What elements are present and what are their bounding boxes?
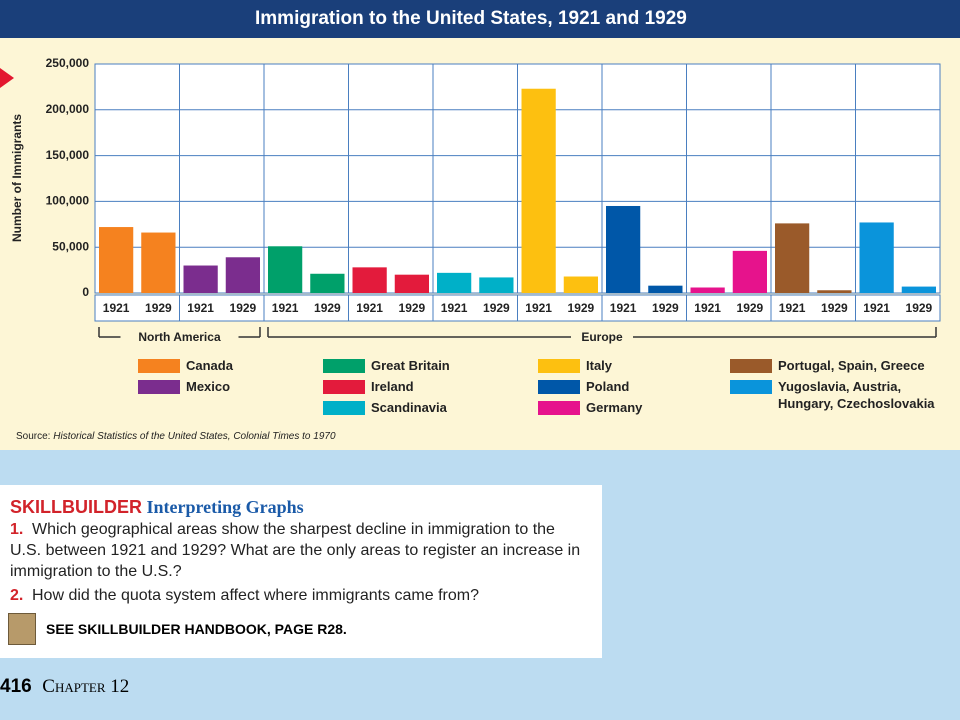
- bar: [606, 205, 641, 293]
- legend-label: Poland: [586, 379, 630, 394]
- legend-label: Ireland: [371, 379, 414, 394]
- x-tick-label: 1929: [314, 301, 341, 315]
- legend-label: Yugoslavia, Austria, Hungary, Czechoslov…: [778, 379, 935, 411]
- x-tick-label: 1921: [779, 301, 806, 315]
- book-icon: [8, 613, 36, 645]
- bar: [859, 222, 894, 293]
- x-tick-label: 1921: [103, 301, 130, 315]
- legend-swatch: [730, 359, 772, 373]
- bar: [648, 285, 683, 293]
- skillbuilder: SKILLBUILDER Interpreting Graphs 1. Which…: [0, 485, 602, 658]
- source-label: Source:: [16, 431, 51, 442]
- x-tick-label: 1929: [230, 301, 257, 315]
- legend-label: Great Britain: [371, 358, 450, 373]
- region-label-bg: [571, 329, 633, 345]
- handbook-ref: SEE SKILLBUILDER HANDBOOK, PAGE R28.: [46, 621, 347, 637]
- bar: [268, 246, 303, 293]
- bar: [479, 277, 514, 293]
- legend-label: Italy: [586, 358, 613, 373]
- bar: [690, 287, 725, 293]
- bar: [310, 273, 345, 293]
- question-text: How did the quota system affect where im…: [32, 587, 479, 604]
- skillbuilder-header: SKILLBUILDER Interpreting Graphs: [10, 497, 304, 518]
- x-tick-label: 1929: [483, 301, 510, 315]
- legend-label: Germany: [586, 400, 643, 415]
- bar: [817, 290, 852, 293]
- x-tick-label: 1929: [568, 301, 595, 315]
- bar: [901, 286, 936, 293]
- page-number: 416: [0, 676, 32, 697]
- bar: [352, 267, 387, 293]
- question-number: 2.: [10, 587, 24, 604]
- x-tick-label: 1929: [399, 301, 426, 315]
- legend-label: Portugal, Spain, Greece: [778, 358, 925, 373]
- legend-swatch: [538, 401, 580, 415]
- legend-swatch: [323, 401, 365, 415]
- x-tick-label: 1929: [652, 301, 679, 315]
- bar: [775, 223, 810, 293]
- marker: [0, 68, 14, 88]
- bar: [521, 88, 556, 294]
- chart: Number of Immigrants 0 50,000 100,000 150,0…: [0, 56, 941, 415]
- x-tick-label: 1929: [737, 301, 764, 315]
- bar: [99, 227, 134, 293]
- x-tick-label: 1929: [906, 301, 933, 315]
- legend-swatch: [323, 359, 365, 373]
- x-tick-label: 1921: [356, 301, 383, 315]
- legend-swatch: [538, 380, 580, 394]
- bar: [394, 274, 429, 293]
- y-tick-label: 100,000: [46, 194, 90, 208]
- question: 1. Which geographical areas show the shar…: [10, 519, 590, 582]
- legend-swatch: [323, 380, 365, 394]
- x-tick-label: 1921: [187, 301, 214, 315]
- legend-label: Scandinavia: [371, 400, 447, 415]
- skillbuilder-heading: SKILLBUILDER: [10, 497, 142, 517]
- legend-swatch: [138, 380, 180, 394]
- bar: [732, 250, 767, 293]
- legend-label: Mexico: [186, 379, 231, 394]
- bar: [225, 257, 260, 293]
- y-tick-label: 0: [82, 285, 89, 299]
- legend-label: Canada: [186, 358, 233, 373]
- bar: [437, 272, 472, 293]
- skillbuilder-subheading: Interpreting Graphs: [146, 497, 304, 517]
- x-tick-label: 1921: [272, 301, 299, 315]
- question-text: Which geographical areas show the sharpe…: [10, 521, 581, 580]
- legend-swatch: [138, 359, 180, 373]
- region-label: Europe: [581, 330, 623, 344]
- x-tick-label: 1921: [694, 301, 721, 315]
- y-tick-label: 150,000: [46, 148, 90, 162]
- x-tick-label: 1921: [610, 301, 637, 315]
- x-tick-label: 1921: [441, 301, 468, 315]
- source-text: Historical Statistics of the United Stat…: [53, 431, 336, 442]
- y-tick-label: 50,000: [52, 239, 89, 253]
- chart-panel: Immigration to the United States, 1921 a…: [0, 0, 960, 450]
- question-number: 1.: [10, 521, 24, 538]
- question: 2. How did the quota system affect where …: [10, 585, 590, 606]
- bar: [141, 232, 176, 293]
- chapter: Chapter 12: [42, 676, 130, 697]
- footer: 416 Chapter 12: [0, 676, 129, 698]
- x-tick-label: 1929: [145, 301, 172, 315]
- x-tick-label: 1921: [863, 301, 890, 315]
- legend-swatch: [538, 359, 580, 373]
- y-tick-label: 250,000: [46, 56, 90, 70]
- legend-swatch: [730, 380, 772, 394]
- y-axis-label: Number of Immigrants: [10, 114, 24, 242]
- region-label: North America: [138, 330, 221, 344]
- bar: [183, 265, 218, 293]
- chart-title: Immigration to the United States, 1921 a…: [0, 0, 960, 38]
- x-tick-label: 1921: [525, 301, 552, 315]
- source: Source: Historical Statistics of the Uni…: [16, 431, 336, 442]
- bar: [563, 276, 598, 293]
- region-label-bg: [120, 329, 239, 345]
- y-tick-label: 200,000: [46, 102, 90, 116]
- x-tick-label: 1929: [821, 301, 848, 315]
